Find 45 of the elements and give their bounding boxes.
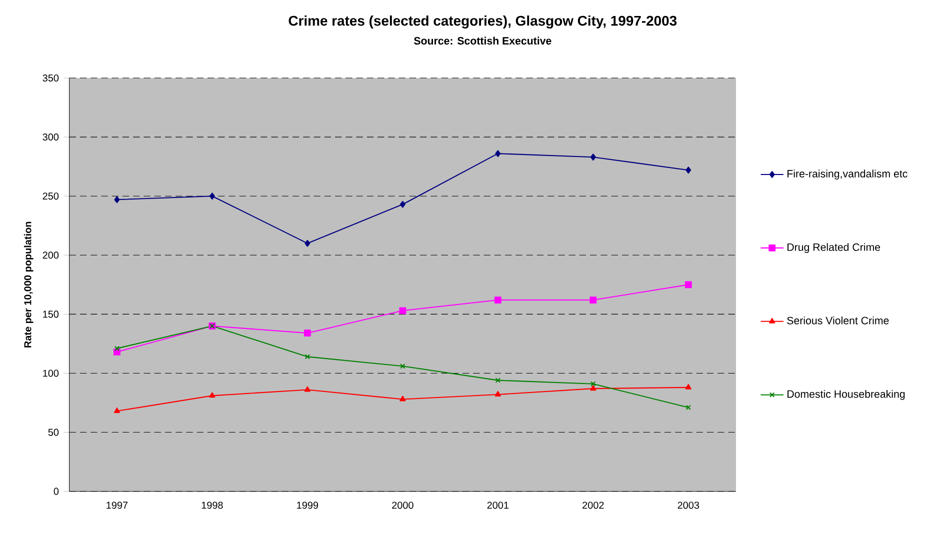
point [400,200,406,208]
point [304,330,311,337]
y-tick-label: 250 [42,192,59,200]
y-tick-label: 300 [42,134,59,141]
y-axis-title: Rate per 10,000 population [24,222,34,348]
point [400,396,406,402]
legend-label: Domestic Housebreaking [788,390,905,400]
x-tick-label: 2001 [487,502,508,509]
chart-subtitle: Source: Scottish Executive [414,36,552,45]
y-tick-label: 50 [48,428,59,436]
point [495,150,501,158]
point [304,386,310,392]
point [495,378,501,383]
point [590,385,596,391]
x-tick-label: 1998 [202,502,223,509]
point [590,381,596,386]
point [494,391,501,396]
x-tick-label: 1997 [106,502,128,509]
legend-label: Serious Violent Crime [787,316,889,324]
x-tick-label: 2000 [392,502,414,509]
legend-label: Drug Related Crime [788,243,880,254]
y-tick-label: 0 [54,488,59,495]
x-tick-label: 2002 [582,502,604,509]
point [114,196,120,204]
x-tick-label: 2003 [678,502,700,509]
point [399,307,406,314]
y-tick-label: 200 [42,252,59,259]
chart-title: Crime rates (selected categories), Glasgow City, 1997-2003 [288,15,677,29]
x-tick-label: 1999 [297,502,318,509]
point [590,296,597,304]
point [685,384,692,390]
point [400,364,406,369]
legend-label: Fire-raising,vandalism etc [788,170,908,180]
point [590,154,596,161]
point [686,166,692,174]
y-tick-label: 150 [43,310,59,318]
point [494,296,502,304]
point [209,392,216,398]
point [209,192,215,200]
point [304,354,310,360]
point [304,240,310,247]
point [684,281,692,288]
y-tick-label: 100 [43,370,59,377]
y-tick-label: 350 [42,74,59,82]
point [114,408,120,414]
